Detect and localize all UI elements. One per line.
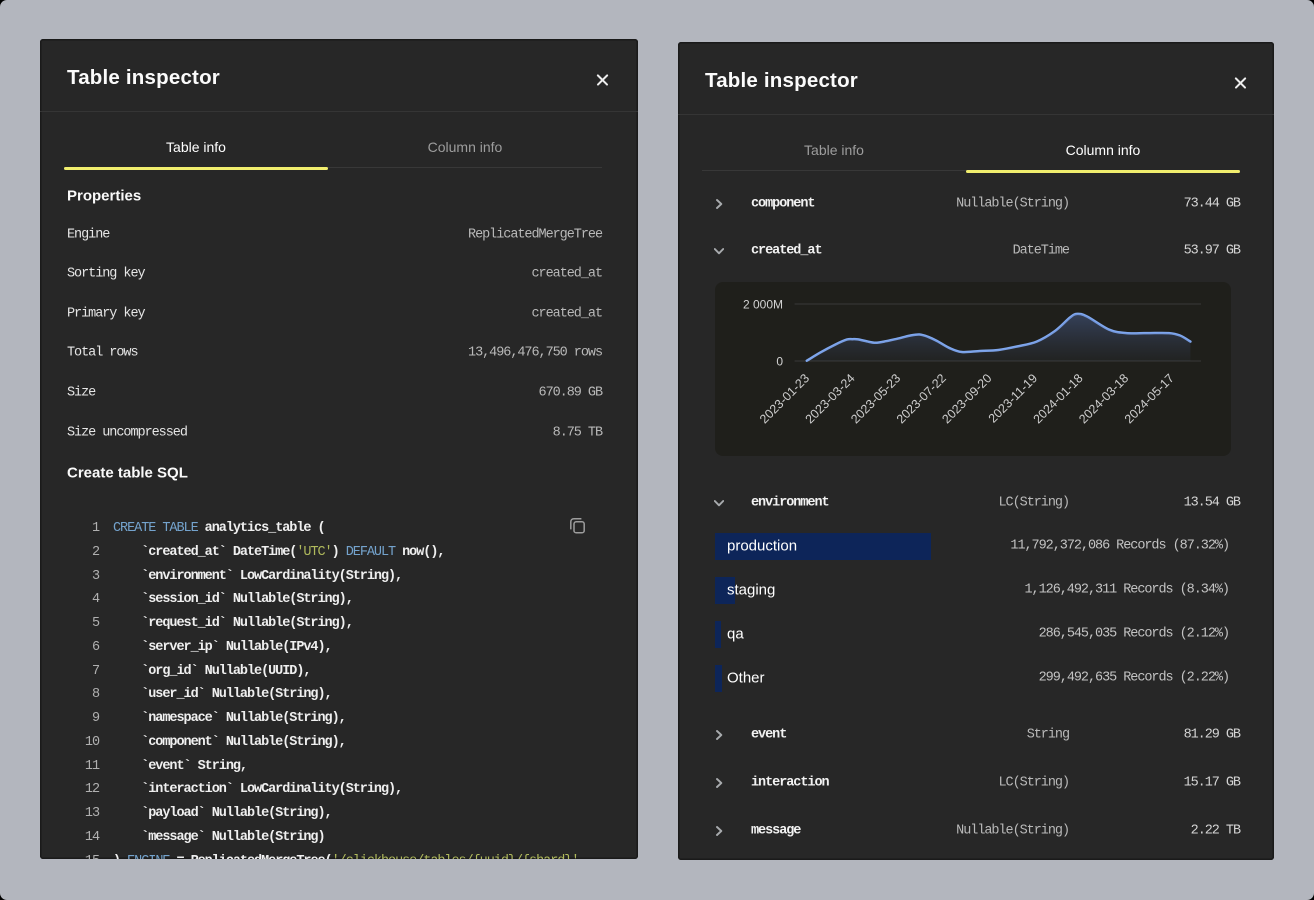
svg-text:0: 0 [776,355,783,369]
svg-text:2024-05-17: 2024-05-17 [1122,371,1177,426]
svg-text:2 000M: 2 000M [743,298,783,312]
svg-text:2023-09-20: 2023-09-20 [939,371,994,426]
